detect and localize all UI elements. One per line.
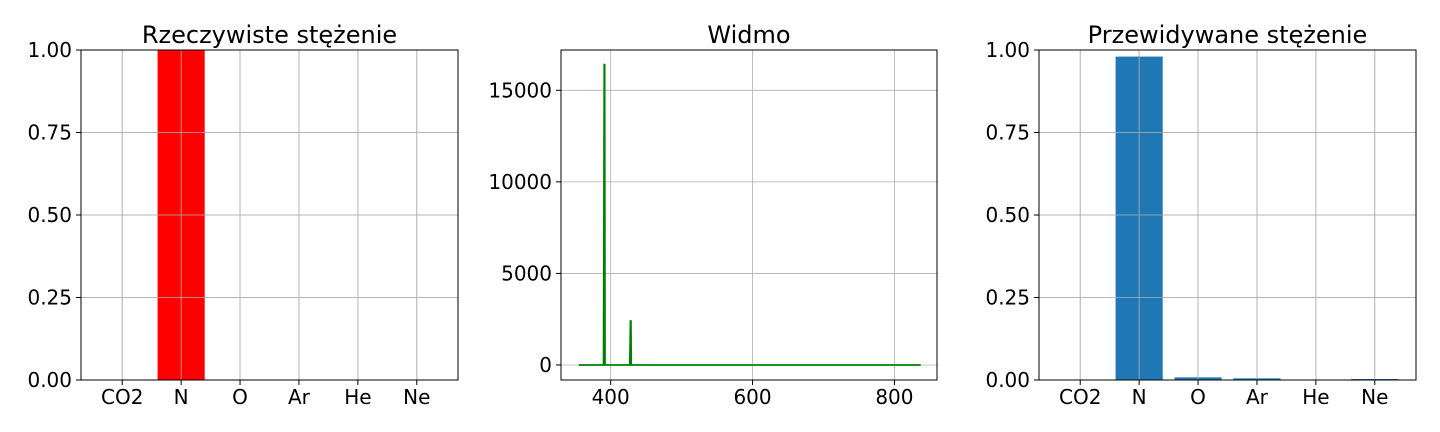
x-tick-label: He [1302, 385, 1329, 409]
x-tick-label: Ar [288, 385, 311, 409]
x-tick-label: He [344, 385, 371, 409]
x-tick-label: CO2 [1059, 385, 1101, 409]
y-tick-label: 0.25 [985, 286, 1030, 310]
x-tick-label: 400 [592, 385, 630, 409]
grid [561, 50, 937, 380]
x-tick-label: N [1132, 385, 1147, 409]
y-tick-label: 0.50 [27, 203, 72, 227]
chart-title: Przewidywane stężenie [1088, 21, 1368, 49]
spectrum-line [578, 63, 921, 366]
x-tick-label: N [174, 385, 189, 409]
x-tick-label: O [232, 385, 248, 409]
y-tick-label: 0.00 [27, 368, 72, 392]
y-tick-label: 0.00 [985, 368, 1030, 392]
chart-2: 0 5000 10000 15000 400 600 800 Widmo [488, 21, 938, 409]
y-tick-label: 1.00 [985, 38, 1030, 62]
y-tick-label: 15000 [488, 78, 552, 102]
chart-title: Widmo [707, 21, 790, 49]
x-tick-label: Ar [1246, 385, 1269, 409]
x-tick-label: Ne [1361, 385, 1388, 409]
x-tick-label: 800 [875, 385, 913, 409]
y-tick-label: 1.00 [27, 38, 72, 62]
y-tick-label: 0.75 [985, 121, 1030, 145]
axes-frame [560, 49, 938, 381]
chart-3: 0.00 0.25 0.50 0.75 1.00 CO2 N O Ar He Ne Przewidyw… [985, 21, 1417, 409]
x-tick-label: O [1190, 385, 1206, 409]
y-tick-label: 5000 [501, 261, 552, 285]
x-tick-label: Ne [403, 385, 430, 409]
y-tick-label: 10000 [488, 170, 552, 194]
x-tick-label: CO2 [101, 385, 143, 409]
chart-1: 0.00 0.25 0.50 0.75 1.00 CO2 N O Ar He Ne Rzeczywis… [27, 21, 459, 409]
y-tick-label: 0.75 [27, 121, 72, 145]
chart-title: Rzeczywiste stężenie [142, 21, 397, 49]
y-tick-label: 0.25 [27, 286, 72, 310]
x-tick-label: 600 [733, 385, 771, 409]
y-tick-label: 0.50 [985, 203, 1030, 227]
y-tick-label: 0 [539, 353, 552, 377]
